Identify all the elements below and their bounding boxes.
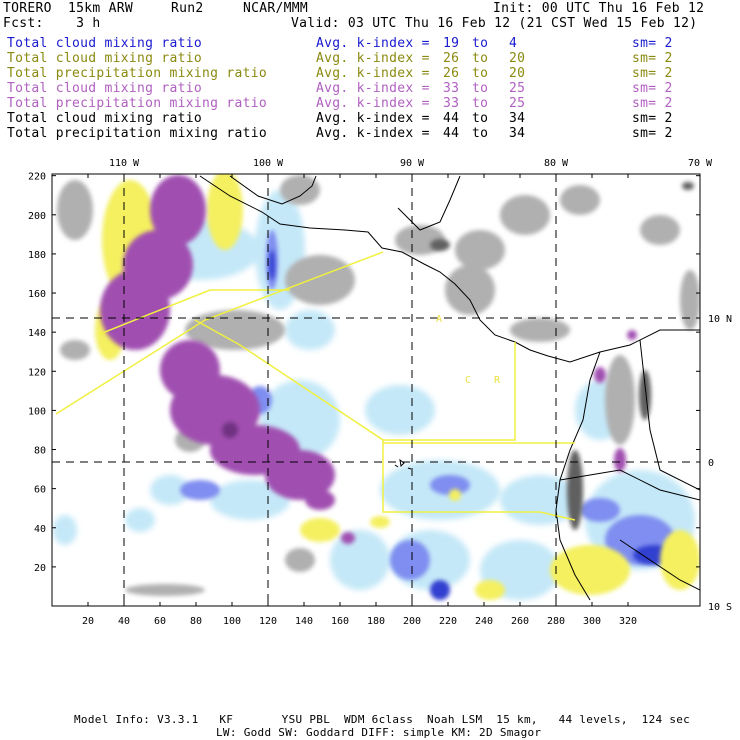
x-tick-label: 240	[475, 616, 493, 627]
y-tick-label: 160	[28, 289, 46, 300]
legend-k-end: 34	[509, 126, 526, 141]
axis-labels: 110 W 100 W 90 W 80 W 70 W 10 N 0 10 S 220 200 180…	[28, 158, 732, 627]
y-tick-label: 100	[28, 406, 46, 417]
legend-label: Total cloud mixing ratio	[7, 111, 203, 126]
legend-k-end: 25	[509, 81, 526, 96]
map-letter-r: R	[494, 375, 501, 386]
legend-k-end: 20	[509, 66, 526, 81]
y-tick-label: 180	[28, 250, 46, 261]
legend-to: to	[472, 96, 489, 111]
legend-k-end: 25	[509, 96, 526, 111]
legend-to: to	[472, 51, 489, 66]
y-tick-label: 60	[34, 485, 46, 496]
legend-to: to	[472, 36, 489, 51]
x-tick-label: 40	[118, 616, 130, 627]
lon-label: 100 W	[253, 158, 284, 169]
y-tick-label: 20	[34, 563, 46, 574]
lon-label: 110 W	[109, 158, 140, 169]
y-tick-label: 220	[28, 172, 46, 183]
legend-label: Total precipitation mixing ratio	[7, 66, 268, 81]
axis-ticks	[52, 174, 700, 606]
valid-time: Valid: 03 UTC Thu 16 Feb 12 (21 CST Wed …	[291, 16, 698, 31]
org-label: NCAR/MMM	[243, 1, 309, 16]
legend-kindex: Avg. k-index =	[316, 36, 430, 51]
legend-k-start: 19	[443, 36, 460, 51]
x-tick-label: 20	[82, 616, 94, 627]
legend-kindex: Avg. k-index =	[316, 81, 430, 96]
legend-k-start: 26	[443, 66, 460, 81]
legend-k-end: 4	[509, 36, 518, 51]
legend-k-start: 26	[443, 51, 460, 66]
physics-info: LW: Godd SW: Goddard DIFF: simple KM: 2D…	[216, 726, 542, 739]
y-tick-label: 40	[34, 524, 46, 535]
domain-outlines	[55, 251, 576, 521]
legend-sm: sm= 2	[632, 81, 673, 96]
legend-k-start: 33	[443, 96, 460, 111]
model-title: TORERO 15km ARW	[3, 1, 134, 16]
y-tick-label: 120	[28, 367, 46, 378]
lon-label: 90 W	[400, 158, 425, 169]
lat-label: 10 S	[708, 602, 732, 613]
legend-to: to	[472, 81, 489, 96]
x-tick-label: 220	[439, 616, 457, 627]
legend-kindex: Avg. k-index =	[316, 126, 430, 141]
x-tick-label: 100	[223, 616, 241, 627]
x-tick-label: 60	[154, 616, 166, 627]
x-tick-label: 140	[295, 616, 313, 627]
legend-sm: sm= 2	[632, 51, 673, 66]
legend-k-start: 33	[443, 81, 460, 96]
precip-core	[222, 422, 238, 438]
legend-to: to	[472, 111, 489, 126]
run-label: Run2	[171, 1, 204, 16]
legend-sm: sm= 2	[632, 111, 673, 126]
legend-sm: sm= 2	[632, 126, 673, 141]
x-tick-label: 300	[583, 616, 601, 627]
legend-k-end: 20	[509, 51, 526, 66]
y-tick-label: 80	[34, 446, 46, 457]
legend-k-start: 44	[443, 126, 460, 141]
legend-sm: sm= 2	[632, 66, 673, 81]
map-letter-c: C	[465, 375, 471, 386]
forecast-hour: Fcst: 3 h	[3, 16, 101, 31]
lat-label: 10 N	[708, 314, 732, 325]
legend-k-end: 34	[509, 111, 526, 126]
legend-label: Total cloud mixing ratio	[7, 51, 203, 66]
lon-label: 70 W	[688, 158, 713, 169]
legend-k-start: 44	[443, 111, 460, 126]
x-tick-label: 320	[619, 616, 637, 627]
x-tick-label: 200	[403, 616, 421, 627]
init-time: Init: 00 UTC Thu 16 Feb 12	[493, 1, 705, 16]
legend-label: Total precipitation mixing ratio	[7, 126, 268, 141]
legend-kindex: Avg. k-index =	[316, 111, 430, 126]
y-tick-label: 140	[28, 328, 46, 339]
lon-label: 80 W	[544, 158, 569, 169]
legend-sm: sm= 2	[632, 96, 673, 111]
legend-label: Total cloud mixing ratio	[7, 81, 203, 96]
legend-sm: sm= 2	[632, 36, 673, 51]
lat-lon-grid	[52, 174, 700, 606]
x-tick-label: 260	[511, 616, 529, 627]
lat-label: 0	[708, 458, 714, 469]
x-tick-label: 80	[190, 616, 202, 627]
x-tick-label: 280	[547, 616, 565, 627]
x-tick-label: 120	[259, 616, 277, 627]
legend-kindex: Avg. k-index =	[316, 96, 430, 111]
x-tick-label: 180	[367, 616, 385, 627]
model-info: Model Info: V3.3.1 KF YSU PBL WDM 6class…	[74, 713, 691, 726]
precip-purple-field	[100, 175, 637, 544]
legend-to: to	[472, 66, 489, 81]
legend-kindex: Avg. k-index =	[316, 66, 430, 81]
x-tick-label: 160	[331, 616, 349, 627]
legend-label: Total cloud mixing ratio	[7, 36, 203, 51]
legend-label: Total precipitation mixing ratio	[7, 96, 268, 111]
y-tick-label: 200	[28, 211, 46, 222]
map-letter-a: A	[436, 314, 442, 325]
coastlines	[199, 175, 700, 601]
legend-to: to	[472, 126, 489, 141]
legend-kindex: Avg. k-index =	[316, 51, 430, 66]
